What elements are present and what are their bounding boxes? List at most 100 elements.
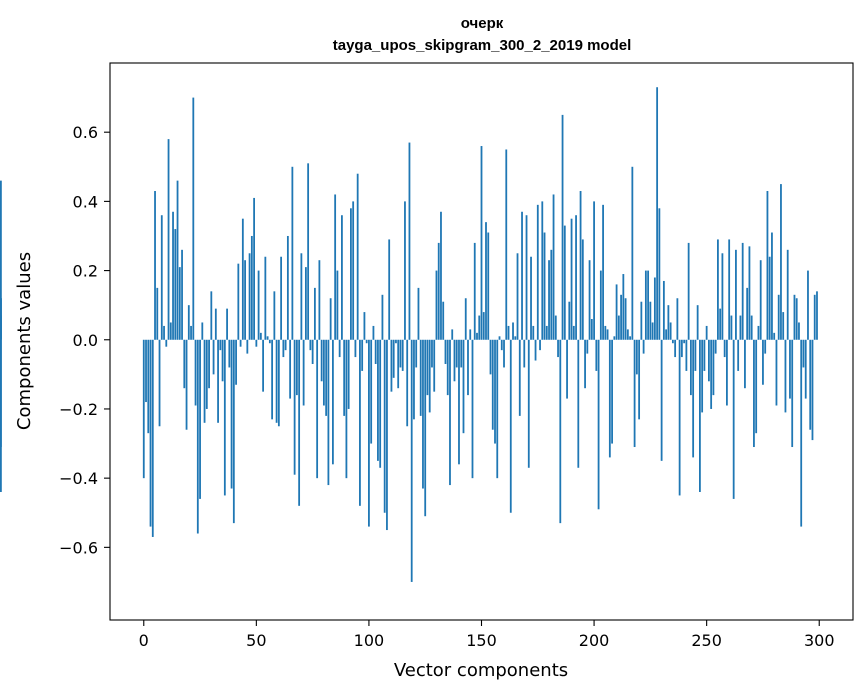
bar-210	[615, 284, 618, 340]
bar-20	[187, 305, 190, 340]
bar-273	[757, 325, 760, 340]
bar-237	[676, 298, 679, 340]
bar-66	[291, 166, 294, 340]
bar-160	[503, 339, 505, 368]
bar-218	[633, 339, 636, 448]
bar-111	[392, 339, 395, 378]
bar-147	[473, 242, 476, 340]
bar-91	[347, 339, 350, 409]
bar-51	[257, 270, 260, 340]
bar-series	[0, 87, 818, 582]
bar-156	[494, 339, 496, 444]
bar-148	[476, 332, 478, 340]
bar-253	[712, 339, 715, 396]
bar-297	[811, 339, 814, 441]
bar-243	[689, 339, 692, 396]
bar-9	[163, 325, 165, 340]
bar-177	[541, 201, 544, 340]
bar-0	[142, 339, 145, 479]
bar-208	[611, 339, 613, 444]
bar-122	[417, 287, 420, 340]
bar-211	[617, 315, 620, 340]
bar-30	[210, 291, 213, 340]
bar-36	[223, 339, 226, 496]
bar-59	[275, 339, 278, 423]
bar-103	[374, 339, 377, 364]
bar-52	[259, 332, 262, 340]
bar-47	[248, 253, 251, 340]
bar-268	[746, 287, 749, 340]
bar-undefined	[0, 339, 2, 492]
bar-229	[658, 208, 661, 340]
bar-25	[199, 339, 201, 499]
bar-96	[359, 339, 361, 506]
bar-48	[250, 235, 253, 340]
bar-50	[255, 339, 258, 347]
bar-200	[593, 201, 595, 340]
bar-282	[777, 294, 780, 340]
x-tick-label-250: 250	[691, 631, 722, 650]
bar-118	[408, 142, 411, 340]
bar-14	[174, 229, 177, 340]
bar-19	[185, 339, 188, 430]
bar-128	[431, 339, 433, 368]
bar-245	[694, 339, 697, 371]
x-tick-label-100: 100	[354, 631, 385, 650]
bar-135	[446, 339, 449, 396]
bar-274	[759, 260, 762, 340]
bar-72	[304, 267, 307, 340]
bar-221	[640, 301, 643, 340]
bar-71	[302, 339, 305, 406]
bar-223	[644, 270, 647, 340]
bar-252	[710, 339, 713, 409]
bar-97	[361, 339, 364, 371]
bar-74	[309, 339, 312, 351]
bar-226	[651, 322, 654, 340]
bar-53	[262, 339, 264, 392]
bar-121	[415, 339, 418, 368]
x-tick-label-300: 300	[804, 631, 835, 650]
bar-102	[372, 325, 375, 340]
bar-189	[568, 301, 571, 340]
bar-155	[491, 339, 494, 430]
y-tick-label--0.4: −0.4	[59, 469, 98, 488]
bar-149	[478, 315, 481, 340]
bar-235	[671, 339, 674, 344]
bar-143	[464, 298, 467, 340]
bar-183	[554, 315, 557, 340]
bar-75	[311, 339, 314, 364]
bar-104	[377, 339, 379, 461]
bar-60	[277, 339, 280, 427]
bar-187	[563, 225, 566, 340]
bar-260	[728, 239, 731, 340]
bar-5	[154, 191, 156, 340]
bar-141	[460, 339, 463, 368]
bar-258	[723, 339, 726, 358]
bar-146	[471, 339, 474, 479]
bar-266	[741, 242, 744, 340]
bar-42	[237, 263, 240, 340]
bar-216	[629, 336, 631, 340]
bar-236	[674, 339, 677, 358]
bar-188	[566, 339, 568, 399]
bar-275	[762, 339, 764, 385]
bar-193	[577, 339, 580, 468]
bar-277	[766, 191, 769, 340]
bar-214	[624, 298, 627, 340]
bar-69	[298, 339, 301, 506]
bar-152	[485, 222, 487, 340]
x-tick-label-0: 0	[139, 631, 149, 650]
bar-150	[480, 146, 483, 340]
bar-232	[665, 329, 668, 340]
bar-39	[230, 339, 233, 489]
bar-195	[581, 239, 584, 340]
bar-291	[798, 322, 800, 340]
bar-179	[545, 325, 548, 340]
bar-44	[241, 218, 244, 340]
bar-281	[775, 339, 778, 406]
bar-169	[523, 339, 526, 368]
bar-84	[332, 339, 334, 465]
bar-98	[363, 312, 366, 340]
bar-256	[719, 308, 722, 340]
bar-11	[167, 139, 170, 340]
